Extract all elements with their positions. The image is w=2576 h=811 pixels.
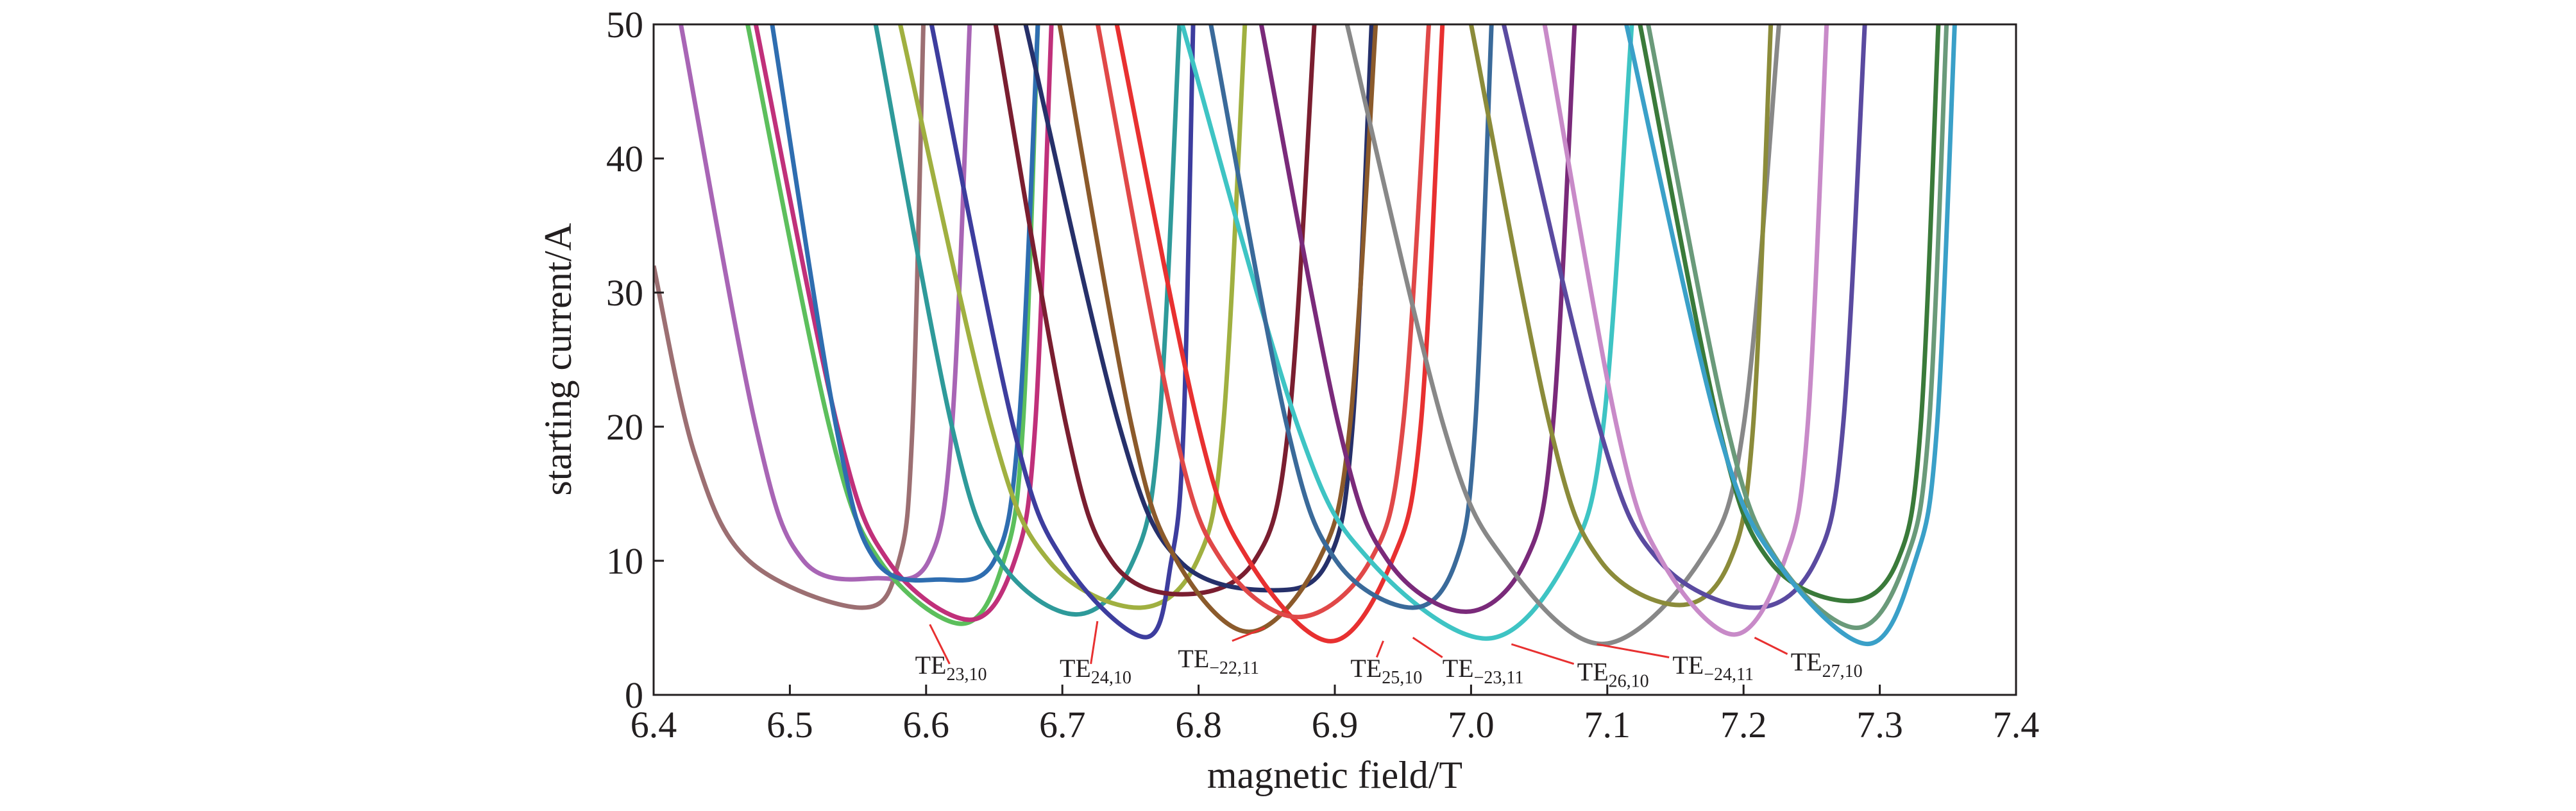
curve [1624,24,1957,647]
curve [1180,24,1634,641]
annotation-leader [1090,620,1099,664]
x-tick-label: 7.0 [1448,704,1495,746]
curve [1542,24,1829,637]
curve [1258,24,1577,614]
annotation: TE26,10 [1577,657,1649,691]
curve [745,24,1040,626]
y-tick-label: 30 [606,272,643,314]
y-tick-label: 50 [606,4,643,46]
annotation-text: TE [1060,654,1091,683]
annotation-subscript: 27,10 [1822,662,1863,681]
y-tick-label: 0 [625,674,643,716]
x-tick-label: 6.5 [767,704,813,746]
x-tick-label: 7.4 [1993,704,2040,746]
curve [753,24,1054,622]
curve [1468,24,1774,608]
x-tick-label: 6.4 [631,704,677,746]
x-axis-label: magnetic field/T [1207,754,1462,796]
annotation-text: TE [1672,651,1704,679]
x-tick-label: 6.9 [1312,704,1359,746]
curve [1095,24,1432,620]
y-tick-label: 40 [606,138,643,180]
curve [679,24,972,582]
curve [1057,24,1378,635]
annotation-text: TE [1350,654,1382,683]
annotation: TE24,10 [1060,654,1131,688]
curve [873,24,1182,617]
y-axis-label: starting current/A [537,223,579,496]
y-tick-label: 20 [606,406,643,448]
annotation: TE27,10 [1791,647,1863,681]
annotation-subscript: −23,11 [1474,668,1524,688]
curve [1638,24,1941,604]
x-tick-label: 7.3 [1856,704,1903,746]
annotation-subscript: 23,10 [946,665,987,685]
annotation-leader [1511,643,1575,665]
annotation-subscript: 25,10 [1382,668,1422,688]
x-tick-label: 7.2 [1720,704,1767,746]
plot-area [654,24,1957,647]
annotation-leader [1375,640,1384,658]
curve [929,24,1196,640]
annotation-leader [1597,643,1670,658]
annotation-subscript: 24,10 [1091,668,1131,688]
annotation-text: TE [1178,644,1209,673]
annotation-leader [1232,626,1266,642]
y-tick-label: 10 [606,540,643,582]
annotation: TE23,10 [915,651,987,685]
x-tick-label: 7.1 [1584,704,1631,746]
curve [898,24,1248,610]
annotation-leader [929,624,951,665]
annotation-subscript: 26,10 [1609,671,1649,691]
curve [993,24,1317,597]
curve [654,24,926,610]
curve [1501,24,1867,610]
curve [1114,24,1445,644]
annotation-text: TE [915,651,947,679]
curve [1208,24,1494,610]
curve [770,24,1040,583]
curve [1344,24,1781,647]
annotation-subscript: −22,11 [1209,658,1259,678]
annotation-subscript: −24,11 [1704,665,1754,685]
annotation-text: TE [1577,657,1609,686]
x-tick-label: 6.6 [903,704,950,746]
x-tick-label: 6.7 [1039,704,1086,746]
curve [1646,24,1949,631]
curve [1023,24,1374,593]
annotation: TE25,10 [1350,654,1422,688]
annotation: TE−24,11 [1672,651,1754,685]
annotation: TE−22,11 [1178,644,1259,678]
annotation-text: TE [1791,647,1822,676]
annotation-text: TE [1443,654,1474,683]
annotation-leader [1754,636,1788,655]
annotation-leader [1412,636,1443,658]
annotation: TE−23,11 [1443,654,1524,688]
x-tick-label: 6.8 [1175,704,1222,746]
